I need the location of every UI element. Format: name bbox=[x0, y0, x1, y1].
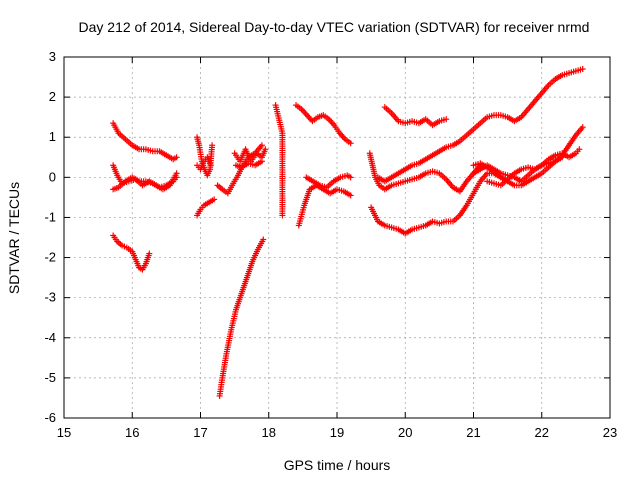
data-points bbox=[110, 66, 586, 399]
y-tick-label: 1 bbox=[49, 129, 56, 144]
data-point-marker bbox=[279, 212, 286, 219]
series-arc-e-low bbox=[368, 170, 504, 237]
data-point-marker bbox=[211, 196, 218, 203]
data-point-marker bbox=[146, 250, 153, 257]
x-tick-label: 23 bbox=[603, 425, 617, 440]
series-arc-d-mid2 bbox=[303, 172, 354, 191]
y-tick-label: -4 bbox=[44, 330, 56, 345]
data-point-marker bbox=[260, 236, 267, 243]
series-arc-c-cluster2 bbox=[232, 158, 265, 171]
y-tick-label: -3 bbox=[44, 290, 56, 305]
series-arc-e-top bbox=[381, 104, 450, 129]
series-isolated bbox=[272, 102, 286, 219]
plot-frame bbox=[63, 56, 611, 419]
series-arc-b-left3 bbox=[194, 154, 214, 173]
y-tick-label: -1 bbox=[44, 209, 56, 224]
data-point-marker bbox=[347, 174, 354, 181]
data-point-marker bbox=[262, 146, 269, 153]
x-tick-label: 21 bbox=[466, 425, 480, 440]
x-tick-label: 22 bbox=[535, 425, 549, 440]
series-arc-e-drop bbox=[366, 150, 491, 195]
y-tick-label: 2 bbox=[49, 89, 56, 104]
series-arc-c-cluster bbox=[231, 146, 269, 165]
data-point-marker bbox=[579, 66, 586, 73]
data-point-marker bbox=[209, 142, 216, 149]
series-arc-b-left1 bbox=[194, 134, 216, 179]
series-arc-c-drop bbox=[216, 236, 267, 399]
data-point-marker bbox=[258, 142, 265, 149]
data-point-marker bbox=[207, 162, 214, 169]
x-axis-label: GPS time / hours bbox=[284, 457, 391, 473]
y-tick-label: -2 bbox=[44, 250, 56, 265]
series-arc-i-late bbox=[484, 154, 566, 189]
series-arc-a-mid2 bbox=[110, 174, 180, 193]
x-tick-label: 18 bbox=[262, 425, 276, 440]
series-arc-f-rise bbox=[374, 66, 586, 185]
y-axis-label: SDTVAR / TECUs bbox=[6, 182, 22, 294]
data-point-marker bbox=[443, 116, 450, 123]
series-arc-g-late bbox=[470, 124, 586, 189]
x-tick-label: 20 bbox=[398, 425, 412, 440]
series-arc-a-upper bbox=[110, 120, 180, 163]
x-tick-label: 15 bbox=[57, 425, 71, 440]
y-tick-label: 0 bbox=[49, 169, 56, 184]
series-arc-b-left2 bbox=[194, 196, 218, 219]
y-tick-label: 3 bbox=[49, 49, 56, 64]
data-point-marker bbox=[576, 146, 583, 153]
data-point-marker bbox=[579, 124, 586, 131]
data-point-marker bbox=[173, 154, 180, 161]
data-point-marker bbox=[258, 158, 265, 165]
grid-lines bbox=[64, 57, 610, 418]
data-point-marker bbox=[347, 192, 354, 199]
x-tick-label: 19 bbox=[330, 425, 344, 440]
series-arc-c-rise bbox=[214, 142, 265, 197]
series-arc-d-upper bbox=[293, 102, 354, 147]
chart-title: Day 212 of 2014, Sidereal Day-to-day VTE… bbox=[79, 19, 590, 35]
y-tick-label: -6 bbox=[44, 410, 56, 425]
data-point-marker bbox=[347, 140, 354, 147]
y-tick-label: -5 bbox=[44, 370, 56, 385]
data-point-marker bbox=[559, 154, 566, 161]
series-arc-a-lower bbox=[110, 232, 153, 273]
x-tick-label: 17 bbox=[193, 425, 207, 440]
data-point-marker bbox=[173, 174, 180, 181]
x-tick-label: 16 bbox=[125, 425, 139, 440]
